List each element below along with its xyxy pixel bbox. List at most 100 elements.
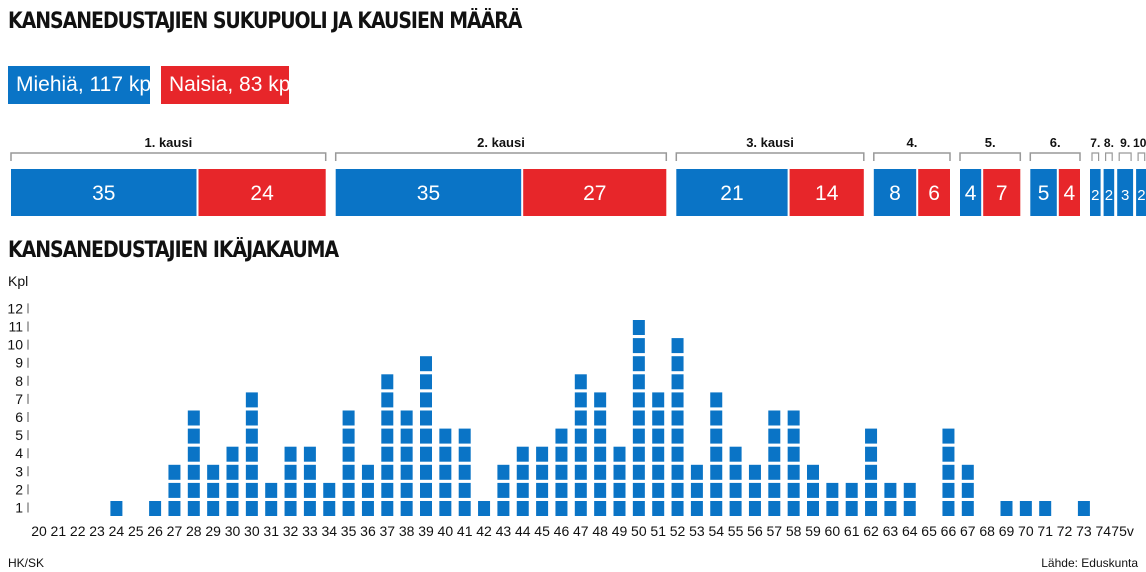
term-bracket bbox=[1105, 152, 1113, 161]
age-unit-block bbox=[245, 428, 258, 444]
age-unit-block bbox=[710, 482, 723, 498]
term-bracket bbox=[959, 152, 1022, 161]
x-tick-label: 65 bbox=[921, 523, 937, 539]
age-unit-block bbox=[555, 482, 568, 498]
age-unit-block bbox=[729, 482, 742, 498]
x-tick-label: 74 bbox=[1095, 523, 1111, 539]
term-label: 2. kausi bbox=[477, 135, 525, 150]
age-column bbox=[632, 320, 645, 516]
age-unit-block bbox=[400, 410, 413, 426]
age-unit-block bbox=[768, 428, 781, 444]
age-unit-block bbox=[594, 501, 607, 516]
x-tick-label: 71 bbox=[1037, 523, 1053, 539]
men-value-label: 35 bbox=[92, 182, 115, 205]
age-unit-block bbox=[361, 464, 374, 480]
term-group: 9.3 bbox=[1117, 136, 1134, 216]
age-unit-block bbox=[478, 501, 491, 516]
age-unit-block bbox=[187, 501, 200, 516]
age-unit-block bbox=[884, 482, 897, 498]
x-tick-label: 31 bbox=[263, 523, 279, 539]
x-tick-label: 30 bbox=[225, 523, 241, 539]
term-label: 9. bbox=[1120, 136, 1130, 150]
age-chart-title: KANSANEDUSTAJIEN IKÄJAKAUMA bbox=[8, 238, 339, 263]
age-unit-block bbox=[671, 392, 684, 408]
age-unit-block bbox=[1039, 501, 1052, 516]
age-unit-block bbox=[594, 446, 607, 462]
age-column bbox=[323, 482, 336, 516]
age-column bbox=[168, 464, 181, 516]
age-unit-block bbox=[613, 464, 626, 480]
age-unit-block bbox=[594, 428, 607, 444]
age-unit-block bbox=[865, 446, 878, 462]
age-column bbox=[400, 410, 413, 516]
x-tick-label: 42 bbox=[476, 523, 492, 539]
age-unit-block bbox=[323, 482, 336, 498]
age-unit-block bbox=[439, 482, 452, 498]
women-value-label: 7 bbox=[996, 182, 1008, 205]
age-unit-block bbox=[1019, 501, 1032, 516]
age-unit-block bbox=[632, 464, 645, 480]
x-tick-label: 73 bbox=[1076, 523, 1092, 539]
age-column bbox=[458, 428, 471, 516]
age-unit-block bbox=[961, 464, 974, 480]
age-unit-block bbox=[226, 464, 239, 480]
term-group: 3. kausi 21 14 bbox=[675, 135, 865, 216]
age-unit-block bbox=[284, 482, 297, 498]
age-unit-block bbox=[516, 446, 529, 462]
age-unit-block bbox=[149, 501, 162, 516]
age-unit-block bbox=[342, 501, 355, 516]
x-tick-label: 29 bbox=[205, 523, 221, 539]
men-value-label: 2 bbox=[1105, 187, 1113, 204]
age-unit-block bbox=[400, 464, 413, 480]
age-unit-block bbox=[574, 482, 587, 498]
men-bar bbox=[676, 169, 788, 216]
age-unit-block bbox=[303, 464, 316, 480]
term-label: 1. kausi bbox=[144, 135, 192, 150]
age-column bbox=[768, 410, 781, 516]
age-unit-block bbox=[710, 410, 723, 426]
age-unit-block bbox=[361, 482, 374, 498]
x-tick-label: 63 bbox=[883, 523, 899, 539]
age-unit-block bbox=[400, 428, 413, 444]
age-unit-block bbox=[942, 446, 955, 462]
chart-title: KANSANEDUSTAJIEN SUKUPUOLI JA KAUSIEN MÄ… bbox=[8, 9, 522, 34]
x-tick-label: 47 bbox=[573, 523, 589, 539]
age-unit-block bbox=[420, 356, 432, 372]
term-group: 5.4 7 bbox=[959, 135, 1022, 216]
age-unit-block bbox=[420, 464, 432, 480]
age-unit-block bbox=[903, 501, 916, 516]
age-column bbox=[807, 464, 819, 516]
age-column bbox=[942, 428, 955, 516]
age-unit-block bbox=[826, 501, 839, 516]
x-tick-label: 55 bbox=[728, 523, 744, 539]
men-bar bbox=[1136, 169, 1146, 216]
age-unit-block bbox=[942, 501, 955, 516]
age-column bbox=[903, 482, 916, 516]
y-tick-label: 3 bbox=[15, 463, 23, 479]
age-unit-block bbox=[458, 464, 471, 480]
age-unit-block bbox=[787, 482, 800, 498]
age-unit-block bbox=[865, 501, 878, 516]
age-unit-block bbox=[110, 501, 123, 516]
x-tick-label: 49 bbox=[612, 523, 628, 539]
y-tick-label: 8 bbox=[15, 373, 23, 389]
women-bar bbox=[918, 169, 950, 216]
age-unit-block bbox=[652, 464, 665, 480]
age-column bbox=[226, 446, 239, 516]
x-tick-label: 59 bbox=[805, 523, 821, 539]
women-value-label: 6 bbox=[928, 182, 940, 205]
age-unit-block bbox=[671, 410, 684, 426]
age-unit-block bbox=[632, 356, 645, 372]
y-tick-label: 5 bbox=[15, 427, 23, 443]
age-unit-block bbox=[245, 446, 258, 462]
age-unit-block bbox=[652, 428, 665, 444]
x-tick-label: 53 bbox=[689, 523, 705, 539]
women-value-label: 24 bbox=[250, 182, 274, 205]
age-unit-block bbox=[671, 338, 684, 354]
age-unit-block bbox=[671, 446, 684, 462]
x-tick-label: 32 bbox=[283, 523, 299, 539]
age-unit-block bbox=[807, 482, 819, 498]
age-column bbox=[303, 446, 316, 516]
age-unit-block bbox=[574, 464, 587, 480]
